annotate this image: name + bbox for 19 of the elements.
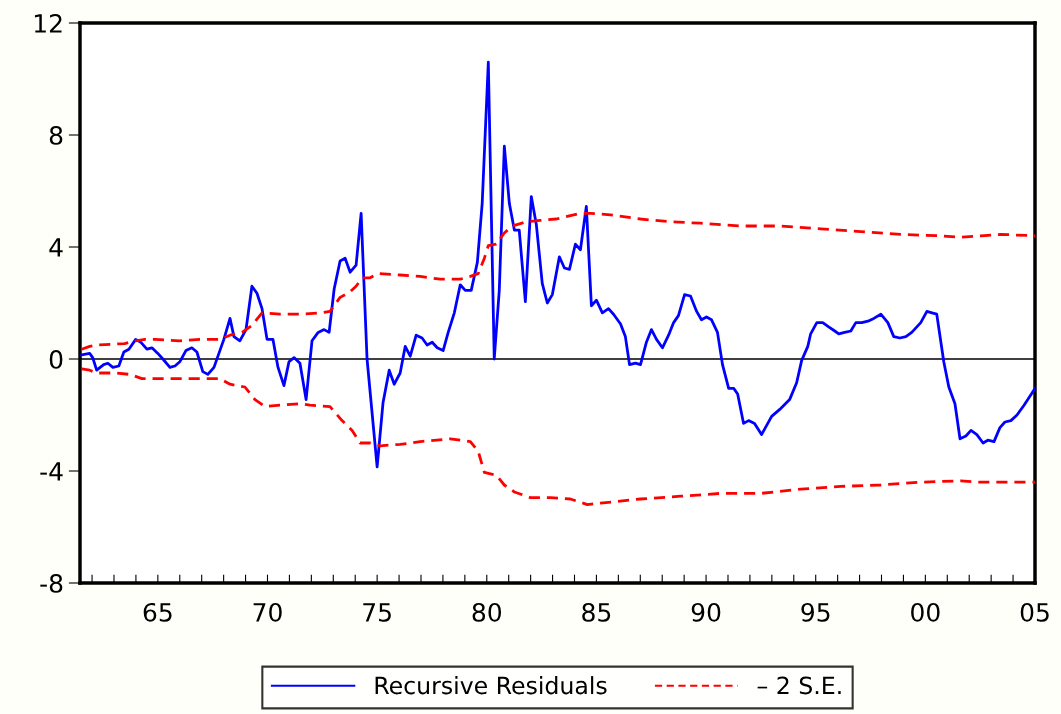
legend-label: Recursive Residuals (375, 676, 607, 695)
x-tick-label: 85 (582, 602, 611, 622)
x-tick-label: 75 (363, 603, 391, 622)
y-tick-label: 12 (34, 13, 62, 33)
y-tick-label: 0 (49, 349, 63, 369)
x-tick-label: 80 (472, 602, 502, 622)
line-series (80, 367, 1035, 506)
y-tick-label: 4 (49, 238, 63, 257)
x-tick-label: 90 (691, 602, 721, 622)
x-tick-label: 95 (801, 602, 830, 622)
y-tick-label: -8 (40, 573, 63, 593)
line-series (80, 212, 1035, 351)
x-tick-label: 65 (143, 602, 172, 622)
legend-label: – 2 S.E. (757, 676, 841, 695)
x-tick-label: 00 (911, 602, 940, 622)
y-tick-label: -4 (40, 462, 63, 481)
x-tick-label: 05 (1020, 602, 1049, 622)
y-tick-label: 8 (49, 125, 63, 145)
x-tick-label: 70 (253, 602, 282, 622)
